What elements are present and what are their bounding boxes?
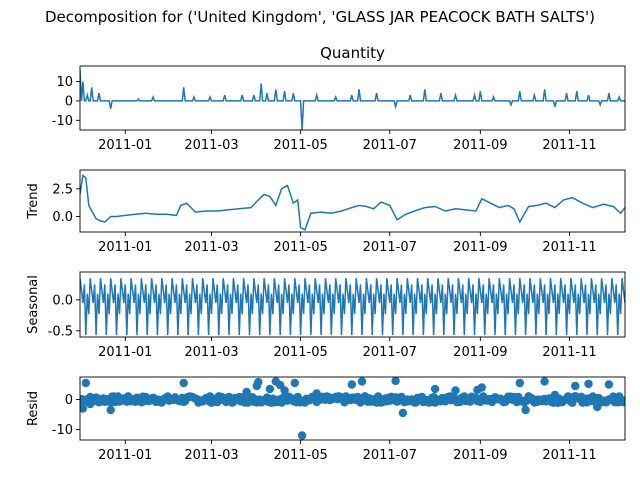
panel-observed: Quantity -10 0 10 2011-01 2011-03 2011-05 2011-… bbox=[52, 44, 626, 153]
data-layer bbox=[80, 69, 625, 130]
y-tick-label: -10 bbox=[52, 423, 73, 438]
resid-point bbox=[540, 377, 549, 386]
x-tick-label: 2011-05 bbox=[273, 138, 327, 153]
resid-point bbox=[515, 378, 524, 388]
axes-frame bbox=[79, 376, 626, 441]
series-line-seasonal bbox=[80, 278, 625, 336]
axes-frame bbox=[79, 271, 626, 338]
x-tick-label: 2011-01 bbox=[98, 138, 152, 153]
x-tick-label: 2011-01 bbox=[98, 345, 152, 360]
resid-point bbox=[106, 405, 115, 415]
data-layer bbox=[80, 174, 625, 231]
x-tick-label: 2011-01 bbox=[98, 448, 152, 463]
x-tick-label: 2011-11 bbox=[542, 138, 596, 153]
data-layer bbox=[80, 278, 625, 336]
x-tick-label: 2011-09 bbox=[453, 345, 507, 360]
x-tick-label: 2011-09 bbox=[453, 448, 507, 463]
y-tick-label: 0.0 bbox=[52, 293, 73, 308]
x-tick-label: 2011-09 bbox=[453, 138, 507, 153]
resid-point bbox=[297, 431, 307, 440]
resid-point bbox=[312, 389, 321, 398]
y-tick-label: -10 bbox=[52, 114, 73, 129]
resid-point bbox=[430, 384, 440, 394]
x-tick-label: 2011-11 bbox=[542, 240, 596, 255]
data-layer bbox=[80, 377, 625, 440]
y-axis-label: Seasonal bbox=[26, 275, 41, 334]
x-tick-label: 2011-01 bbox=[98, 240, 152, 255]
axes-frame bbox=[79, 169, 626, 233]
y-axis-label: Trend bbox=[26, 183, 41, 220]
x-tick-label: 2011-09 bbox=[453, 240, 507, 255]
x-tick-label: 2011-03 bbox=[184, 138, 238, 153]
resid-point bbox=[265, 384, 275, 394]
panel-seasonal: Seasonal -0.5 0.0 2011-01 2011-03 2011-05 2011… bbox=[26, 271, 626, 360]
panel-resid: Resid -10 0 2011-01 2011-03 2011-05 2011-07 201… bbox=[26, 376, 626, 463]
resid-point bbox=[280, 386, 289, 395]
resid-point bbox=[290, 378, 299, 388]
y-tick-label: 0 bbox=[65, 94, 73, 109]
resid-point bbox=[179, 378, 188, 388]
resid-point bbox=[391, 377, 400, 386]
resid-point bbox=[347, 380, 356, 389]
figure-title: Decomposition for ('United Kingdom', 'GL… bbox=[45, 8, 595, 26]
series-line-quantity bbox=[80, 69, 625, 130]
series-line-trend bbox=[80, 174, 625, 231]
y-tick-label: -0.5 bbox=[48, 324, 73, 339]
x-tick-label: 2011-07 bbox=[363, 345, 417, 360]
resid-point bbox=[242, 387, 251, 397]
x-tick-label: 2011-05 bbox=[273, 345, 327, 360]
resid-point bbox=[521, 405, 530, 415]
resid-point bbox=[477, 383, 486, 392]
y-tick-label: 0.0 bbox=[52, 210, 73, 225]
resid-point bbox=[584, 379, 593, 389]
x-tick-label: 2011-07 bbox=[363, 138, 417, 153]
resid-point bbox=[357, 377, 367, 386]
resid-point bbox=[398, 408, 408, 418]
y-tick-label: 0 bbox=[65, 393, 73, 408]
resid-point bbox=[615, 392, 624, 401]
x-tick-label: 2011-11 bbox=[542, 448, 596, 463]
axes-frame bbox=[79, 65, 626, 131]
x-tick-label: 2011-07 bbox=[363, 240, 417, 255]
x-tick-label: 2011-03 bbox=[184, 240, 238, 255]
resid-point bbox=[86, 399, 95, 409]
panel-trend: Trend 0.0 2.5 2011-01 2011-03 2011-05 2011-07 2… bbox=[26, 169, 626, 255]
resid-point bbox=[80, 404, 88, 413]
resid-point bbox=[593, 402, 602, 412]
x-tick-label: 2011-05 bbox=[273, 240, 327, 255]
x-tick-label: 2011-05 bbox=[273, 448, 327, 463]
resid-point bbox=[550, 390, 560, 400]
resid-point bbox=[451, 386, 460, 395]
x-tick-label: 2011-07 bbox=[363, 448, 417, 463]
resid-point bbox=[81, 378, 91, 388]
x-tick-label: 2011-03 bbox=[184, 345, 238, 360]
y-tick-label: 2.5 bbox=[52, 182, 73, 197]
resid-point bbox=[604, 380, 614, 389]
resid-point bbox=[254, 377, 263, 387]
panel-title: Quantity bbox=[320, 44, 385, 62]
y-tick-label: 10 bbox=[56, 75, 73, 90]
resid-point bbox=[571, 381, 580, 391]
x-tick-label: 2011-03 bbox=[184, 448, 238, 463]
y-axis-label: Resid bbox=[26, 391, 41, 426]
x-tick-label: 2011-11 bbox=[542, 345, 596, 360]
